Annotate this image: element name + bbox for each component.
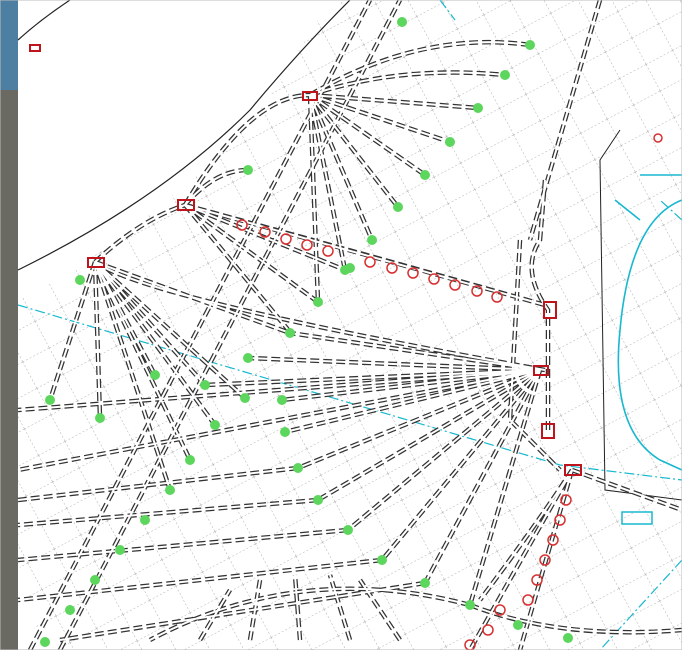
cad-drawing [0,0,682,650]
photo-strip [0,0,18,650]
page [0,0,682,650]
photo-sky [0,0,18,90]
